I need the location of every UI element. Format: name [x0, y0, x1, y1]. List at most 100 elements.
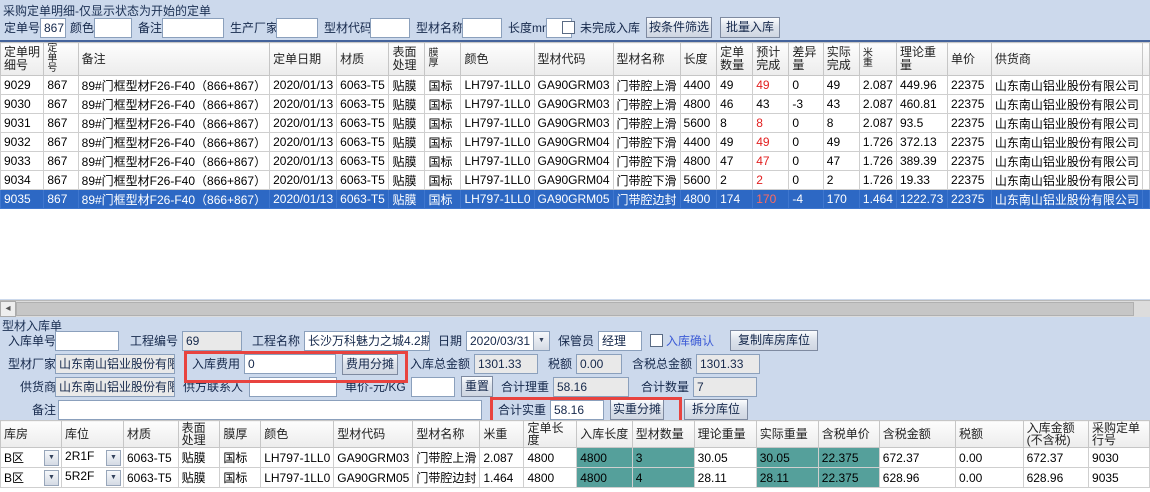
column-header[interactable]: 供货商 [990, 42, 1143, 76]
column-header[interactable]: 定单数量 [716, 42, 754, 76]
cell-dropdown-button[interactable]: ▼ [44, 470, 60, 486]
field-input-remark[interactable] [58, 400, 482, 420]
column-header[interactable]: 定单日期 [269, 42, 338, 76]
column-header[interactable]: 单价 [947, 42, 992, 76]
date-dropdown-button[interactable]: ▼ [533, 332, 549, 350]
field-input-project-name[interactable]: 长沙万科魅力之城4.2期 [304, 331, 430, 351]
button-fee-allocate[interactable]: 费用分摊 [342, 354, 398, 375]
unfinished-inbound-checkbox[interactable] [562, 21, 575, 34]
column-header[interactable]: 材质 [336, 42, 390, 76]
purchase-order-grid: 定单明细号 定单号 备注 定单日期 材质 表面处理 膜厚 颜色 型材代码 型材名称 长度 定单数量 预计… [0, 42, 1150, 299]
column-header[interactable]: 定单长度 [523, 420, 578, 448]
column-header[interactable]: 材质 [123, 420, 179, 448]
column-header[interactable]: 米重 [858, 42, 897, 76]
table-row[interactable]: 9032 867 89#门框型材F26-F40（866+867） 2020/01/13… [0, 132, 1150, 152]
cell-dropdown-button[interactable]: ▼ [44, 450, 60, 466]
field-input-total-amount[interactable]: 1301.33 [474, 354, 538, 374]
batch-inbound-button[interactable]: 批量入库 [720, 17, 780, 38]
field-input-total-qty[interactable]: 7 [693, 377, 757, 397]
filter-input-profile-code[interactable] [370, 18, 410, 38]
column-header[interactable]: 型材代码 [333, 420, 414, 448]
column-header[interactable]: 理论重量 [693, 420, 757, 448]
table-cell: 9034 [0, 170, 45, 190]
table-row[interactable]: 9034 867 89#门框型材F26-F40（866+867） 2020/01/13… [0, 170, 1150, 190]
column-header[interactable]: 膜厚 [424, 42, 462, 76]
column-header[interactable]: 备注 [77, 42, 271, 76]
field-label-inbound-no: 入库单号 [8, 334, 57, 348]
column-header[interactable]: 型材数量 [631, 420, 695, 448]
column-header[interactable]: 定单号 [43, 42, 79, 76]
field-input-factory[interactable]: 山东南山铝业股份有限公司 [55, 354, 175, 374]
table-cell: 89#门框型材F26-F40（866+867） [77, 75, 271, 95]
filter-input-order-no[interactable]: 867 [40, 18, 66, 38]
column-header[interactable]: 型材名称 [612, 42, 681, 76]
table-cell: 89#门框型材F26-F40（866+867） [77, 170, 271, 190]
column-header[interactable]: 采购定单行号 [1088, 420, 1150, 448]
field-input-inbound-fee[interactable]: 0 [244, 354, 336, 374]
column-header[interactable]: 入库长度 [576, 420, 633, 448]
table-cell: 9031 [0, 113, 45, 133]
table-cell: 49 [752, 75, 790, 95]
table-row[interactable]: ▼ B区 ▼ 5R2F 6063-T5 贴膜 国标 LH797-1LL0 GA90GRM05 门带… [0, 467, 1150, 488]
field-input-inbound-no[interactable] [55, 331, 119, 351]
table-row[interactable]: 9031 867 89#门框型材F26-F40（866+867） 2020/01/13… [0, 113, 1150, 133]
filter-by-condition-button[interactable]: 按条件筛选 [646, 17, 712, 38]
filter-input-profile-name[interactable] [462, 18, 502, 38]
column-header[interactable]: 膜厚 [219, 420, 262, 448]
column-header[interactable]: 理论重量 [895, 42, 949, 76]
column-header[interactable]: 库位 [61, 420, 124, 448]
column-header[interactable]: 实际完成 [822, 42, 860, 76]
field-input-keeper[interactable]: 经理 [598, 331, 642, 351]
table-row[interactable]: 9033 867 89#门框型材F26-F40（866+867） 2020/01/13… [0, 151, 1150, 171]
cell-dropdown-button[interactable]: ▼ [106, 450, 121, 466]
field-input-tax[interactable]: 0.00 [576, 354, 622, 374]
field-input-unit-price[interactable] [411, 377, 455, 397]
button-split-location[interactable]: 拆分库位 [684, 399, 748, 420]
field-input-total-theory-weight[interactable]: 58.16 [553, 377, 629, 397]
column-header[interactable]: 长度 [679, 42, 718, 76]
cell-dropdown-button[interactable]: ▼ [106, 470, 121, 486]
field-input-project-no[interactable]: 69 [182, 331, 242, 351]
horizontal-scrollbar[interactable]: ◂ [0, 300, 1150, 317]
table-row[interactable]: ▼ B区 ▼ 2R1F 6063-T5 贴膜 国标 LH797-1LL0 GA90GRM03 门带… [0, 447, 1150, 468]
column-header[interactable]: 含税单价 [817, 420, 880, 448]
field-input-supplier[interactable]: 山东南山铝业股份有限公司 [55, 377, 175, 397]
column-header[interactable]: 差异量 [788, 42, 824, 76]
button-weight-allocate[interactable]: 实重分摊 [610, 399, 664, 420]
button-copy-location[interactable]: 复制库房库位 [730, 330, 818, 351]
table-cell: 2020/01/13 [269, 189, 338, 209]
filter-input-remark[interactable] [162, 18, 224, 38]
column-header[interactable] [1141, 42, 1150, 76]
table-row[interactable]: 9030 867 89#门框型材F26-F40（866+867） 2020/01/13… [0, 94, 1150, 114]
column-header[interactable]: 型材名称 [412, 420, 481, 448]
filter-input-color[interactable] [94, 18, 132, 38]
column-header[interactable]: 实际重量 [755, 420, 819, 448]
field-input-tax-total[interactable]: 1301.33 [696, 354, 760, 374]
column-header[interactable]: 预计完成 [752, 42, 790, 76]
column-header[interactable]: 型材代码 [533, 42, 614, 76]
column-header[interactable]: 税额 [954, 420, 1024, 448]
filter-label-color: 颜色 [70, 21, 95, 35]
filter-input-manufacturer[interactable] [276, 18, 318, 38]
column-header[interactable]: 库房 [0, 420, 63, 448]
field-input-date[interactable]: 2020/03/31 ▼ [466, 331, 550, 351]
scrollbar-thumb[interactable] [16, 302, 1134, 316]
inbound-confirm-checkbox[interactable] [650, 334, 663, 347]
column-header[interactable]: 表面处理 [177, 420, 221, 448]
column-header[interactable]: 表面处理 [388, 42, 426, 76]
table-row[interactable]: 9035 867 89#门框型材F26-F40（866+867） 2020/01/13… [0, 189, 1150, 209]
table-row[interactable]: 9029 867 89#门框型材F26-F40（866+867） 2020/01/13… [0, 75, 1150, 95]
column-header[interactable]: 含税金额 [878, 420, 956, 448]
button-reset[interactable]: 重置 [461, 376, 493, 397]
column-header[interactable]: 米重 [479, 420, 525, 448]
column-header[interactable]: 定单明细号 [0, 42, 45, 76]
field-input-total-actual-weight[interactable]: 58.16 [550, 400, 604, 420]
table-cell: 628.96 [1022, 467, 1090, 488]
column-header[interactable]: 颜色 [260, 420, 335, 448]
column-header[interactable]: 入库金额(不含税) [1022, 420, 1090, 448]
table-cell: 国标 [424, 189, 462, 209]
scroll-left-button[interactable]: ◂ [0, 301, 16, 317]
column-header[interactable]: 颜色 [460, 42, 535, 76]
table-cell: 山东南山铝业股份有限公司 [990, 75, 1143, 95]
chevron-down-icon: ▼ [48, 474, 55, 481]
